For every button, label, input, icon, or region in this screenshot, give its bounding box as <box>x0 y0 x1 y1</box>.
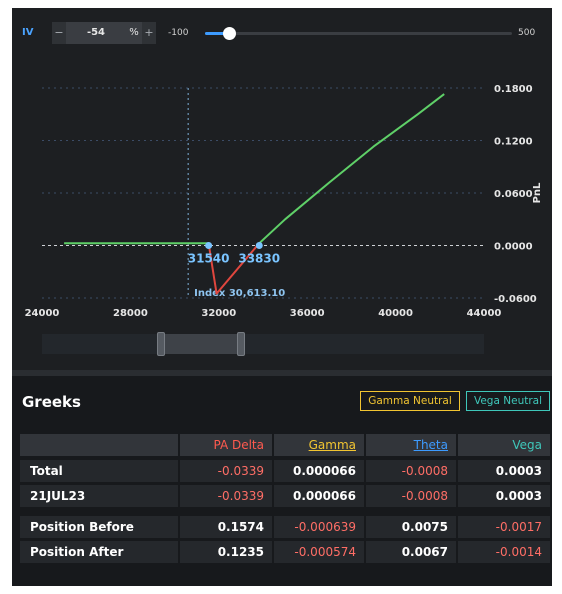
cell-gamma: 0.000066 <box>274 485 364 507</box>
y-axis-label: PnL <box>532 182 542 203</box>
cell-theta: 0.0067 <box>366 541 456 563</box>
greeks-title: Greeks <box>22 393 81 411</box>
cell-vega: 0.0003 <box>458 460 550 482</box>
cell-vega: 0.0003 <box>458 485 550 507</box>
pnl-panel <box>12 8 552 370</box>
table-row: Position Before 0.1574 -0.000639 0.0075 … <box>20 516 550 538</box>
y-tick-label: 0.1800 <box>494 84 533 95</box>
cell-theta: -0.0008 <box>366 460 456 482</box>
range-selector[interactable] <box>42 332 484 356</box>
breakeven-marker <box>205 242 213 249</box>
cell-gamma: -0.000639 <box>274 516 364 538</box>
panel-divider <box>12 370 552 376</box>
table-row: 21JUL23 -0.0339 0.000066 -0.0008 0.0003 <box>20 485 550 507</box>
range-handle-left[interactable] <box>157 332 166 356</box>
y-tick-label: -0.0600 <box>494 294 537 305</box>
breakeven-label: 31540 <box>188 252 230 266</box>
row-label: 21JUL23 <box>20 485 178 507</box>
y-tick-label: 0.1200 <box>494 137 533 148</box>
iv-stepper[interactable]: − -54 % + <box>52 22 156 44</box>
breakeven-marker <box>255 242 263 249</box>
x-tick-label: 40000 <box>378 308 413 319</box>
breakeven-label: 33830 <box>238 252 280 266</box>
header-theta[interactable]: Theta <box>366 434 456 456</box>
cell-vega: -0.0014 <box>458 541 550 563</box>
x-tick-label: 24000 <box>25 308 60 319</box>
iv-increment-button[interactable]: + <box>142 22 156 44</box>
range-window[interactable] <box>161 334 241 354</box>
table-row: Position After 0.1235 -0.000574 0.0067 -… <box>20 541 550 563</box>
cell-pa-delta: -0.0339 <box>180 485 272 507</box>
index-label: Index 30,613.10 <box>194 288 285 299</box>
cell-theta: -0.0008 <box>366 485 456 507</box>
iv-value-input[interactable]: -54 <box>86 27 106 38</box>
header-gamma[interactable]: Gamma <box>274 434 364 456</box>
header-pa-delta[interactable]: PA Delta <box>180 434 272 456</box>
iv-decrement-button[interactable]: − <box>52 22 66 44</box>
iv-unit: % <box>129 27 139 38</box>
pnl-series-line <box>258 93 445 245</box>
header-blank <box>20 434 178 456</box>
iv-slider[interactable] <box>205 27 512 40</box>
cell-gamma: 0.000066 <box>274 460 364 482</box>
y-tick-label: 0.0000 <box>494 242 533 253</box>
cell-pa-delta: 0.1574 <box>180 516 272 538</box>
range-handle-right[interactable] <box>236 332 245 356</box>
iv-label: IV <box>22 27 34 38</box>
row-label: Position After <box>20 541 178 563</box>
row-label: Position Before <box>20 516 178 538</box>
gamma-neutral-button[interactable]: Gamma Neutral <box>360 391 460 411</box>
table-row: Total -0.0339 0.000066 -0.0008 0.0003 <box>20 460 550 482</box>
x-tick-label: 28000 <box>113 308 148 319</box>
cell-pa-delta: -0.0339 <box>180 460 272 482</box>
iv-slider-fill <box>205 32 229 35</box>
vega-neutral-button[interactable]: Vega Neutral <box>466 391 550 411</box>
greeks-header-row: PA Delta Gamma Theta Vega <box>20 434 550 456</box>
iv-slider-thumb[interactable] <box>222 27 236 40</box>
cell-gamma: -0.000574 <box>274 541 364 563</box>
cell-pa-delta: 0.1235 <box>180 541 272 563</box>
iv-slider-max: 500 <box>518 28 536 38</box>
x-tick-label: 32000 <box>201 308 236 319</box>
x-tick-label: 44000 <box>467 308 502 319</box>
x-tick-label: 36000 <box>290 308 325 319</box>
row-label: Total <box>20 460 178 482</box>
pnl-series-line <box>207 242 260 295</box>
pnl-chart: 0.1800 0.1200 0.0600 0.0000 -0.0600 24000 2800… <box>25 84 542 319</box>
cell-theta: 0.0075 <box>366 516 456 538</box>
iv-slider-min: -100 <box>168 28 189 38</box>
y-tick-label: 0.0600 <box>494 189 533 200</box>
cell-vega: -0.0017 <box>458 516 550 538</box>
header-vega[interactable]: Vega <box>458 434 550 456</box>
